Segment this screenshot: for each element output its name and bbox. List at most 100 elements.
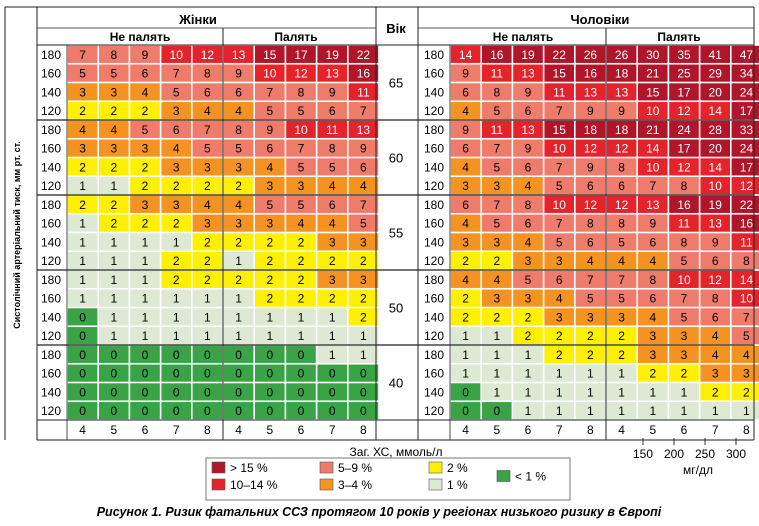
risk-value: 5 xyxy=(556,235,563,249)
risk-cell xyxy=(637,82,669,102)
risk-cell xyxy=(67,138,99,158)
risk-value: 21 xyxy=(646,123,660,137)
risk-value: 6 xyxy=(462,85,469,99)
risk-cell xyxy=(699,363,731,383)
risk-value: 0 xyxy=(142,385,149,399)
risk-value: 10 xyxy=(553,142,567,156)
risk-cell xyxy=(699,288,731,308)
risk-cell xyxy=(450,138,482,158)
risk-value: 0 xyxy=(204,367,211,381)
risk-value: 2 xyxy=(462,310,469,324)
risk-value: 2 xyxy=(360,310,367,324)
risk-value: 12 xyxy=(584,198,598,212)
risk-value: 8 xyxy=(681,235,688,249)
risk-value: 0 xyxy=(173,404,180,418)
risk-cell xyxy=(160,363,192,383)
women-nonsmoker-header: Не палять xyxy=(110,30,170,44)
risk-cell xyxy=(481,157,513,177)
risk-value: 1 xyxy=(266,310,273,324)
risk-value: 1 xyxy=(79,235,86,249)
risk-value: 7 xyxy=(79,48,86,62)
risk-value: 3 xyxy=(525,254,532,268)
risk-value: 7 xyxy=(173,67,180,81)
cholesterol-mmol-label: 5 xyxy=(493,423,500,437)
risk-value: 9 xyxy=(142,48,149,62)
risk-value: 4 xyxy=(712,348,719,362)
sbp-label: 180 xyxy=(41,198,61,212)
risk-value: 9 xyxy=(462,123,469,137)
risk-value: 2 xyxy=(142,179,149,193)
risk-cell xyxy=(512,232,544,252)
risk-value: 2 xyxy=(173,217,180,231)
risk-cell xyxy=(637,232,669,252)
risk-value: 3 xyxy=(462,179,469,193)
risk-cell xyxy=(450,232,482,252)
risk-value: 7 xyxy=(493,142,500,156)
legend-label: 2 % xyxy=(447,461,468,475)
risk-value: 1 xyxy=(142,310,149,324)
risk-value: 13 xyxy=(357,123,371,137)
risk-value: 0 xyxy=(173,348,180,362)
risk-value: 11 xyxy=(491,123,504,137)
risk-value: 0 xyxy=(329,404,336,418)
sbp-label: 140 xyxy=(424,385,444,399)
risk-value: 13 xyxy=(584,85,598,99)
risk-value: 2 xyxy=(587,348,594,362)
risk-cell xyxy=(67,307,99,327)
risk-value: 28 xyxy=(709,123,723,137)
risk-cell xyxy=(730,63,759,83)
risk-value: 7 xyxy=(204,123,211,137)
risk-cell xyxy=(668,232,700,252)
risk-value: 1 xyxy=(204,292,211,306)
legend-label: 10–14 % xyxy=(230,478,278,492)
risk-value: 9 xyxy=(235,67,242,81)
risk-cell xyxy=(67,232,99,252)
legend-frame xyxy=(205,457,571,501)
risk-value: 12 xyxy=(294,67,308,81)
risk-value: 1 xyxy=(493,329,500,343)
risk-value: 2 xyxy=(110,160,117,174)
risk-value: 2 xyxy=(360,254,367,268)
risk-value: 1 xyxy=(235,254,242,268)
risk-cell xyxy=(285,138,317,158)
risk-value: 8 xyxy=(681,179,688,193)
risk-value: 1 xyxy=(743,404,750,418)
risk-value: 4 xyxy=(204,198,211,212)
risk-cell xyxy=(730,232,759,252)
risk-cell xyxy=(699,213,731,233)
risk-value: 3 xyxy=(493,179,500,193)
sbp-label: 180 xyxy=(41,123,61,137)
risk-cell xyxy=(481,232,513,252)
risk-value: 19 xyxy=(709,198,723,212)
risk-value: 2 xyxy=(525,310,532,324)
risk-value: 20 xyxy=(709,85,723,99)
cholesterol-mmol-label: 8 xyxy=(743,423,750,437)
risk-value: 8 xyxy=(618,160,625,174)
risk-value: 8 xyxy=(587,217,594,231)
risk-cell xyxy=(129,307,161,327)
risk-value: 2 xyxy=(266,254,273,268)
legend: > 15 % 10–14 % 5–9 % 3–4 % 2 % 1 % < 1 % xyxy=(205,457,571,501)
risk-value: 6 xyxy=(235,85,242,99)
risk-value: 0 xyxy=(173,385,180,399)
risk-value: 3 xyxy=(173,104,180,118)
risk-cell xyxy=(543,363,575,383)
risk-value: 2 xyxy=(235,273,242,287)
risk-value: 0 xyxy=(79,348,86,362)
risk-value: 0 xyxy=(298,385,305,399)
risk-cell xyxy=(512,288,544,308)
risk-value: 1 xyxy=(298,329,305,343)
sbp-label: 140 xyxy=(424,160,444,174)
risk-value: 16 xyxy=(584,67,598,81)
risk-cell xyxy=(512,307,544,327)
risk-value: 5 xyxy=(298,198,305,212)
risk-value: 5 xyxy=(618,235,625,249)
risk-value: 0 xyxy=(173,367,180,381)
sbp-label: 160 xyxy=(424,367,444,381)
cholesterol-mmol-label: 8 xyxy=(360,423,367,437)
risk-cell xyxy=(347,213,379,233)
risk-cell xyxy=(668,157,700,177)
risk-value: 3 xyxy=(235,217,242,231)
risk-value: 3 xyxy=(525,292,532,306)
risk-value: 4 xyxy=(360,179,367,193)
